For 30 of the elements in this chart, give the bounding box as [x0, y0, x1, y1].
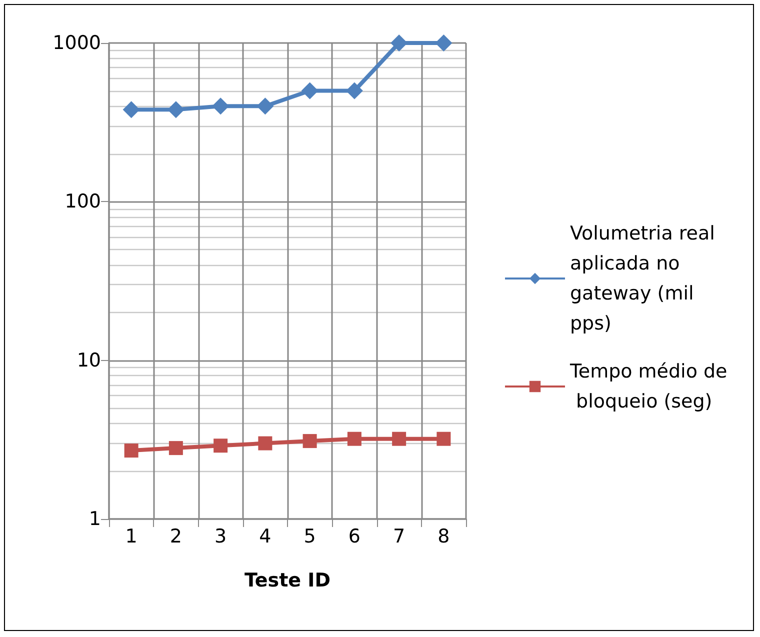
x-tick-label: 8 — [438, 526, 450, 548]
point — [256, 98, 274, 115]
point — [212, 98, 230, 115]
x-tick-label: 3 — [214, 526, 227, 548]
point — [258, 436, 272, 450]
legend-label: Tempo médio de bloqueio (seg) — [569, 360, 728, 412]
y-tick-label: 100 — [64, 190, 101, 213]
point — [301, 82, 318, 100]
point — [124, 444, 138, 458]
point — [347, 432, 362, 446]
point — [122, 101, 140, 118]
point — [214, 438, 228, 453]
point — [167, 101, 184, 118]
point — [302, 434, 317, 448]
x-tick-label: 2 — [170, 526, 182, 548]
x-tick-label: 1 — [125, 526, 138, 548]
x-axis-title: Teste ID — [244, 570, 331, 592]
legend-label: Volumetria real aplicada no gateway (mil pps) — [570, 222, 721, 334]
x-tick-label: 7 — [393, 526, 406, 548]
point — [435, 34, 452, 52]
y-tick-label: 10 — [76, 349, 101, 372]
point — [392, 432, 406, 446]
point — [346, 82, 363, 100]
point — [436, 432, 451, 446]
y-tick-label: 1000 — [52, 32, 101, 54]
x-tick-label: 4 — [259, 526, 272, 548]
point — [168, 441, 183, 456]
x-tick-label: 6 — [348, 526, 360, 548]
y-tick-label: 1 — [88, 508, 101, 530]
x-tick-label: 5 — [304, 526, 316, 548]
